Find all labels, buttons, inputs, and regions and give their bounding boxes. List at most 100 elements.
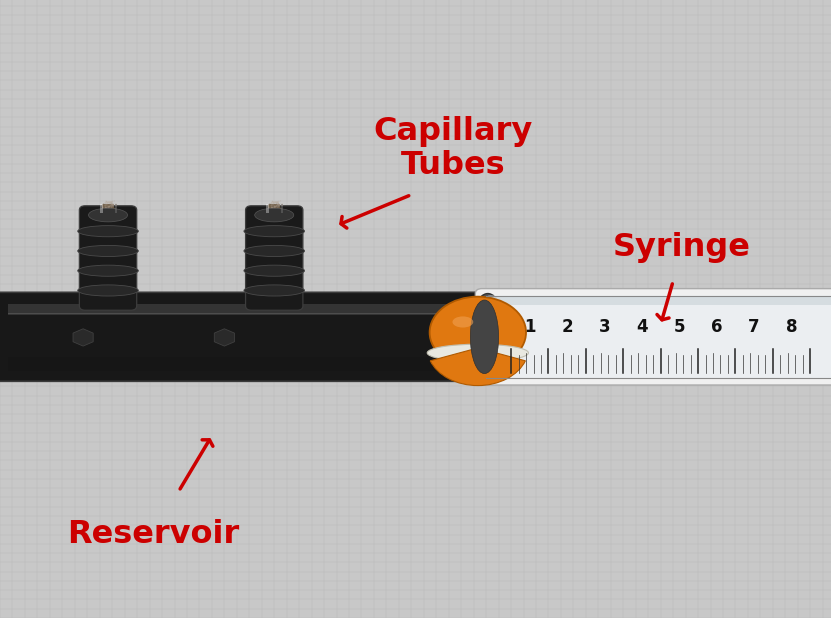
Point xyxy=(263,201,276,211)
Point xyxy=(101,201,114,211)
Point xyxy=(268,210,281,220)
Point xyxy=(110,199,123,209)
Point xyxy=(105,204,118,214)
Point xyxy=(265,208,278,218)
Point xyxy=(272,199,285,209)
Point xyxy=(103,213,116,222)
Point xyxy=(106,199,119,209)
Point xyxy=(97,210,111,220)
Point xyxy=(101,204,114,214)
Point xyxy=(100,207,113,217)
Point xyxy=(105,206,118,216)
Ellipse shape xyxy=(470,300,499,373)
Point xyxy=(104,206,117,216)
Point xyxy=(275,205,288,214)
Point xyxy=(107,201,120,211)
Point xyxy=(265,198,278,208)
Point xyxy=(266,205,279,214)
Point xyxy=(268,204,281,214)
Point xyxy=(101,207,114,217)
Point xyxy=(266,207,279,217)
Point xyxy=(268,200,282,210)
Point xyxy=(263,203,277,213)
Text: Capillary
Tubes: Capillary Tubes xyxy=(373,116,533,181)
Point xyxy=(262,204,275,214)
Bar xyxy=(102,204,114,213)
Point xyxy=(103,198,116,208)
FancyBboxPatch shape xyxy=(0,292,500,381)
Point xyxy=(268,209,281,219)
Point xyxy=(105,200,118,210)
Point xyxy=(264,208,278,218)
Bar xyxy=(8,357,482,371)
Point xyxy=(271,201,284,211)
Text: 5: 5 xyxy=(674,318,685,336)
Point xyxy=(272,210,285,219)
Point xyxy=(108,208,121,218)
Ellipse shape xyxy=(470,294,506,380)
Point xyxy=(107,203,120,213)
FancyBboxPatch shape xyxy=(475,289,831,385)
Point xyxy=(109,200,122,210)
Text: 7: 7 xyxy=(749,318,760,336)
Point xyxy=(96,211,109,221)
Point xyxy=(263,208,277,218)
Point xyxy=(265,207,278,217)
Text: Syringe: Syringe xyxy=(612,232,750,263)
Point xyxy=(102,205,116,214)
Point xyxy=(98,201,111,211)
Point xyxy=(109,204,122,214)
Point xyxy=(265,210,278,219)
Point xyxy=(272,198,285,208)
Text: Reservoir: Reservoir xyxy=(67,519,240,550)
Point xyxy=(101,207,114,217)
Point xyxy=(273,198,287,208)
Point xyxy=(268,202,281,212)
Point xyxy=(267,201,280,211)
Point xyxy=(101,207,114,217)
Point xyxy=(268,198,281,208)
Ellipse shape xyxy=(244,245,305,256)
Point xyxy=(107,211,120,221)
Point xyxy=(263,200,277,210)
Point xyxy=(264,210,278,220)
Point xyxy=(102,202,116,212)
Point xyxy=(263,206,276,216)
Point xyxy=(275,208,288,218)
Point xyxy=(101,208,114,218)
Point xyxy=(102,204,116,214)
Point xyxy=(105,197,118,207)
Point xyxy=(275,204,288,214)
Point xyxy=(99,207,112,217)
Point xyxy=(103,201,116,211)
Point xyxy=(109,208,122,218)
Point xyxy=(96,201,110,211)
Point xyxy=(99,204,112,214)
Point xyxy=(268,209,282,219)
Point xyxy=(263,213,276,222)
Ellipse shape xyxy=(78,285,138,296)
Point xyxy=(98,208,111,218)
Text: 1: 1 xyxy=(524,318,535,336)
Point xyxy=(268,205,282,214)
Point xyxy=(264,210,278,220)
Point xyxy=(102,200,116,210)
Point xyxy=(105,210,118,219)
Point xyxy=(99,210,112,219)
Point xyxy=(268,211,281,221)
Point xyxy=(97,208,111,218)
Point xyxy=(271,206,284,216)
Point xyxy=(97,200,111,210)
Point xyxy=(100,200,113,210)
Point xyxy=(106,207,120,217)
Point xyxy=(104,212,117,222)
Point xyxy=(101,204,115,214)
Point xyxy=(98,211,111,221)
Ellipse shape xyxy=(78,265,138,276)
Point xyxy=(102,209,116,219)
Point xyxy=(100,206,113,216)
Point xyxy=(109,205,122,214)
Point xyxy=(269,201,283,211)
Point xyxy=(110,200,123,210)
Point xyxy=(99,208,112,218)
